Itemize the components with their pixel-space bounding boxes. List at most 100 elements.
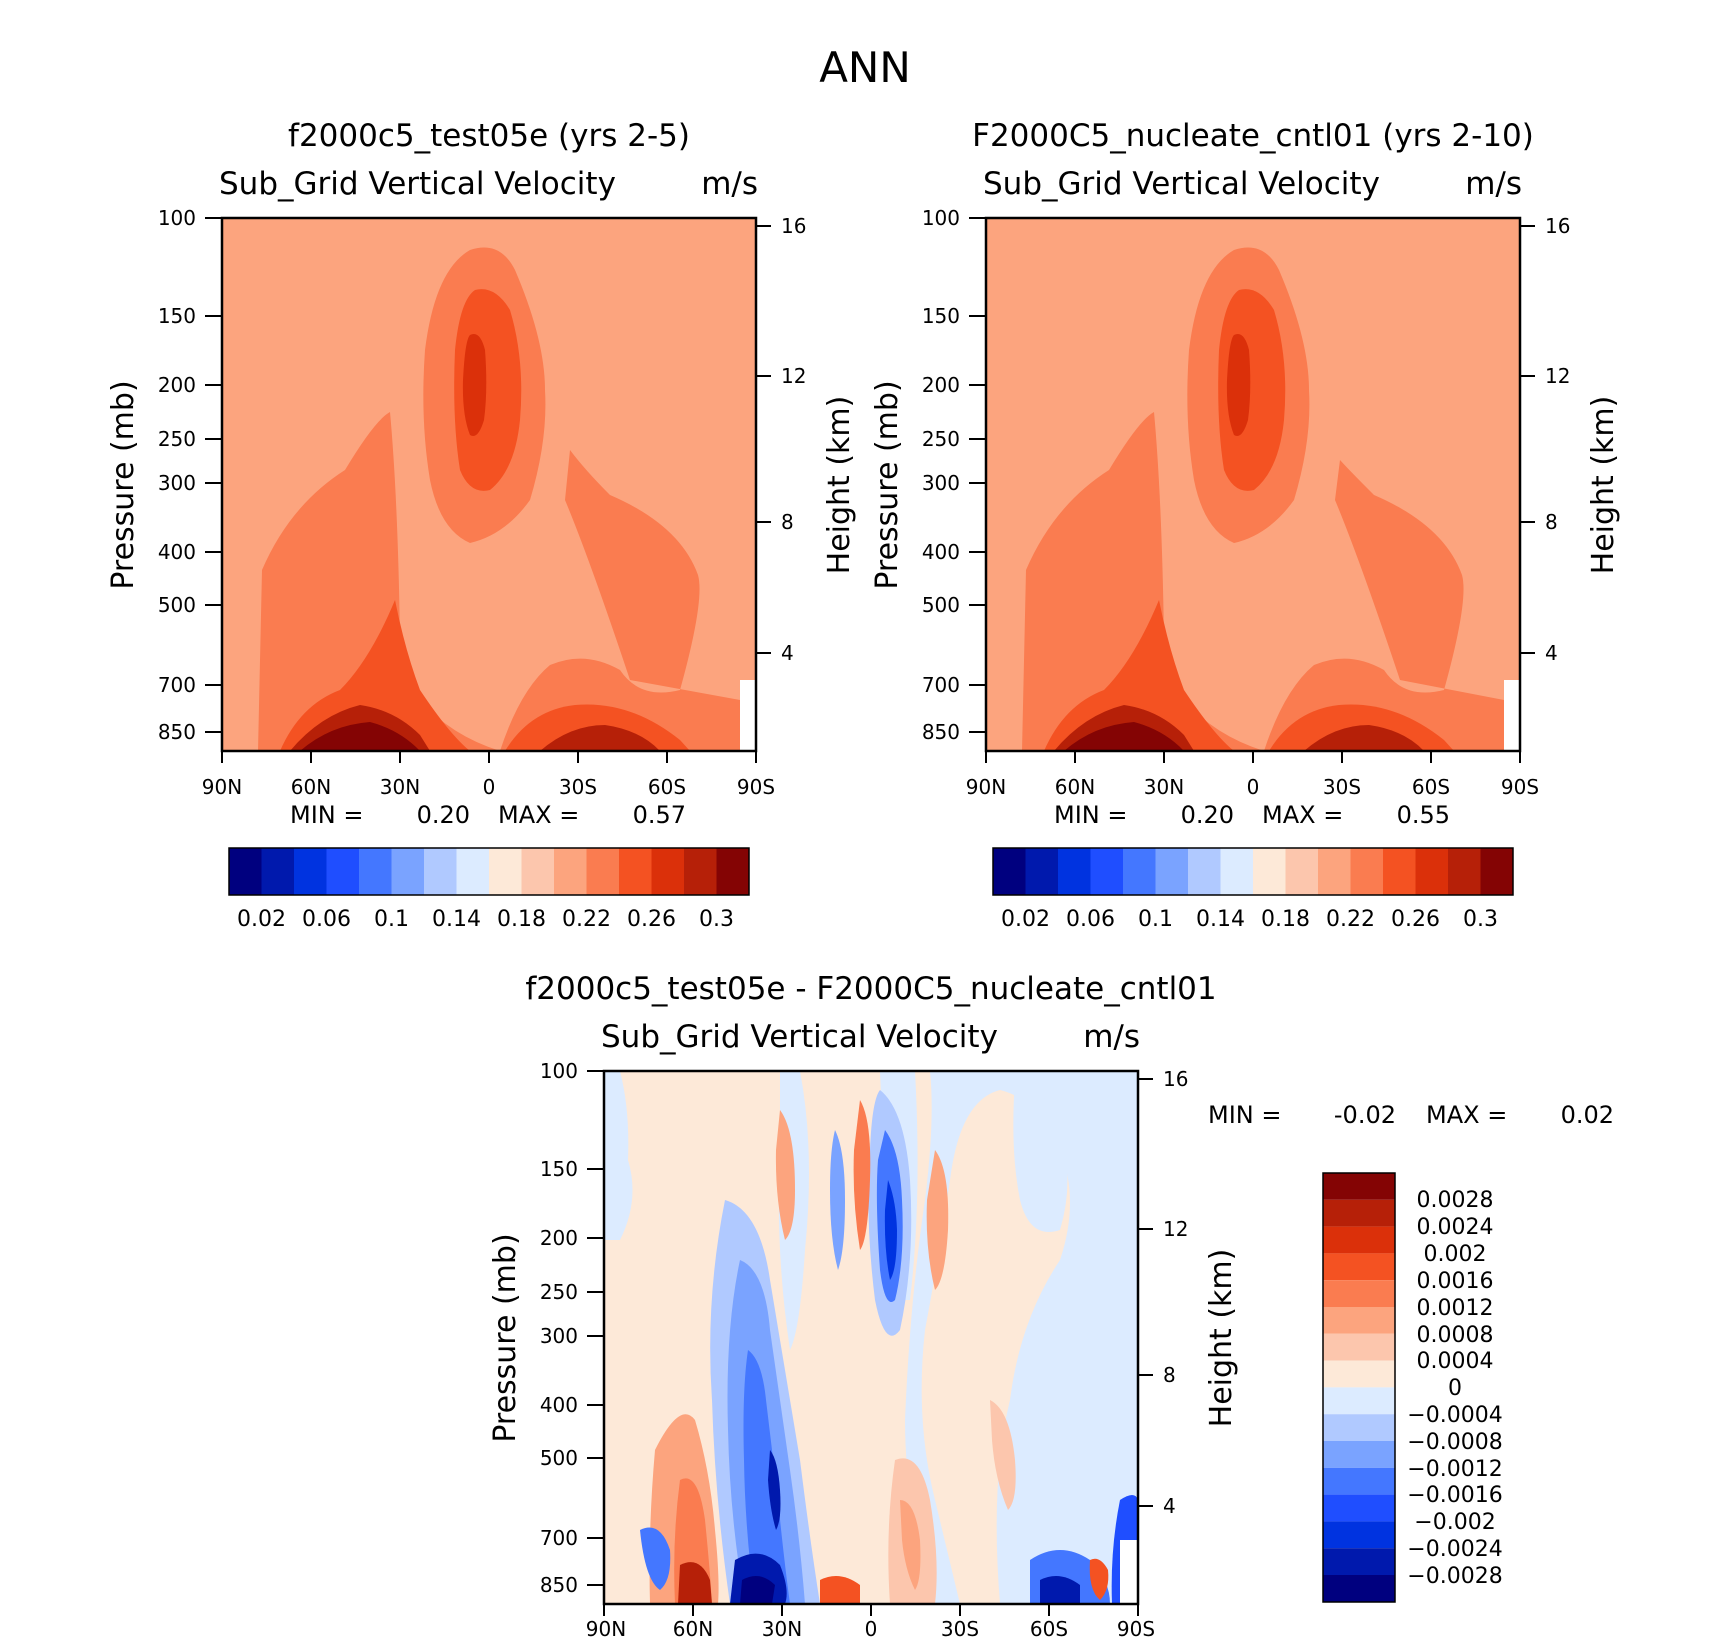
max-label: MAX =	[1426, 1101, 1507, 1129]
contour-pos-eq-surface	[820, 1576, 860, 1604]
colorbar-label: 0.1	[1138, 907, 1173, 932]
x-tick-label: 90S	[1117, 1617, 1155, 1639]
y-tick-label: 700	[922, 673, 960, 697]
contour-nh-midlat	[258, 412, 500, 751]
panel-title: f2000c5_test05e (yrs 2-5)	[288, 118, 690, 154]
colorbar-label: 0.0016	[1417, 1269, 1494, 1294]
max-value: 0.55	[1397, 801, 1450, 829]
contour-field	[222, 218, 756, 751]
colorbar-swatch	[1323, 1280, 1395, 1307]
figure-title: ANN	[819, 43, 911, 92]
contour-neg-sh-column	[1013, 1080, 1068, 1232]
x-tick-label: 0	[1247, 775, 1260, 799]
max-value: 0.02	[1561, 1101, 1614, 1129]
y-axis-title-right: Height (km)	[1204, 1249, 1239, 1428]
x-tick-label: 60S	[1030, 1617, 1068, 1639]
x-tick-label: 90N	[586, 1617, 626, 1639]
y-tick-label: 500	[158, 593, 196, 617]
y-ticks-right: 16 12 8 4	[1520, 214, 1570, 665]
panel-difference: f2000c5_test05e - F2000C5_nucleate_cntl0…	[488, 971, 1614, 1639]
x-tick-label: 90S	[1501, 775, 1539, 799]
contour-nh-surface-max	[1064, 722, 1184, 751]
contour-pos-upper-eq	[853, 1100, 871, 1250]
height-tick-label: 8	[1545, 510, 1558, 534]
x-tick-label: 30S	[559, 775, 597, 799]
colorbar-swatch	[1448, 848, 1481, 895]
variable-label: Sub_Grid Vertical Velocity	[983, 166, 1380, 202]
colorbar-label: −0.0016	[1407, 1483, 1502, 1508]
variable-label: Sub_Grid Vertical Velocity	[601, 1019, 998, 1055]
x-ticks: 90N 60N 30N 0 30S 60S 90S	[202, 751, 775, 799]
colorbar-swatch	[326, 848, 359, 895]
x-tick-label: 90N	[202, 775, 242, 799]
colorbar-label: 0.22	[562, 907, 611, 932]
contour-field	[986, 218, 1520, 751]
panel-cntl01: F2000C5_nucleate_cntl01 (yrs 2-10) Sub_G…	[870, 118, 1621, 829]
colorbar-swatch	[1323, 1226, 1395, 1254]
colorbar-swatch	[554, 848, 587, 895]
contour-neg-nh-lower-blob	[640, 1527, 671, 1590]
colorbar-swatch	[1480, 848, 1513, 895]
height-tick-label: 8	[781, 510, 794, 534]
contour-neg-upper-sh	[905, 1071, 1138, 1604]
contour-sh-surface-core	[540, 725, 660, 751]
colorbar-swatch	[1025, 848, 1058, 895]
contour-pos-sh-polar	[1089, 1558, 1109, 1600]
colorbar-swatch	[1323, 1360, 1395, 1388]
colorbar-swatch	[424, 848, 457, 895]
x-tick-label: 60N	[673, 1617, 713, 1639]
min-label: MIN =	[1208, 1101, 1281, 1129]
y-axis-title: Pressure (mb)	[870, 380, 905, 589]
colorbar-swatch	[1323, 1387, 1395, 1415]
contour-pos-upper-nh	[775, 1110, 795, 1240]
contour-pos-nh-surface-core	[678, 1562, 712, 1604]
contour-pos-sh-lower-core	[900, 1500, 921, 1590]
y-tick-label: 700	[158, 673, 196, 697]
colorbar-swatch	[456, 848, 489, 895]
contour-sh-midlat	[500, 450, 740, 751]
min-label: MIN =	[1054, 801, 1127, 829]
x-tick-label: 30N	[762, 1617, 802, 1639]
y-axis-title: Pressure (mb)	[488, 1233, 523, 1442]
colorbar-left: 0.02 0.06 0.1 0.14 0.18 0.22 0.26 0.3	[228, 847, 750, 932]
y-tick-label: 250	[922, 427, 960, 451]
colorbar-swatch	[1323, 1307, 1395, 1334]
colorbar-swatch	[1188, 848, 1221, 895]
y-tick-label: 300	[540, 1324, 578, 1348]
contour-neg-center-column	[830, 1130, 845, 1270]
colorbar-swatch	[619, 848, 652, 895]
x-tick-label: 90S	[737, 775, 775, 799]
colorbar-swatch	[1323, 1441, 1395, 1468]
x-tick-label: 30N	[380, 775, 420, 799]
colorbar-label: 0.14	[432, 907, 481, 932]
x-ticks: 90N 60N 30N 0 30S 60S 90S	[966, 751, 1539, 799]
colorbar-label: 0.002	[1424, 1242, 1487, 1267]
y-axis-title-right: Height (km)	[822, 396, 857, 575]
x-ticks: 90N 60N 30N 0 30S 60S 90S	[586, 1604, 1155, 1639]
colorbar-label: 0.22	[1326, 907, 1375, 932]
colorbar-label: 0.0008	[1417, 1323, 1494, 1348]
colorbar-frame	[228, 847, 750, 896]
colorbar-swatch	[1285, 848, 1318, 895]
max-label: MAX =	[1262, 801, 1343, 829]
units-label: m/s	[1083, 1019, 1140, 1055]
contour-neg-upper-tropics-core	[884, 1180, 897, 1280]
colorbar-swatch	[489, 848, 522, 895]
contour-upper-jet-core	[462, 334, 487, 436]
x-tick-label: 0	[483, 775, 496, 799]
colorbar-label: 0.06	[1066, 907, 1115, 932]
colorbar-frame	[1322, 1172, 1396, 1603]
contour-neg-nh-surface-core	[740, 1576, 775, 1604]
height-tick-label: 8	[1163, 1363, 1176, 1387]
colorbar-swatch	[684, 848, 717, 895]
colorbar-label: 0.0028	[1417, 1188, 1494, 1213]
min-value: 0.20	[1181, 801, 1234, 829]
contour-pos-lower-mid	[990, 1400, 1016, 1510]
y-tick-label: 200	[158, 373, 196, 397]
colorbar-label: −0.0004	[1407, 1403, 1502, 1428]
y-axis-title: Pressure (mb)	[106, 380, 141, 589]
colorbar-swatch	[359, 848, 392, 895]
colorbar-label: 0.02	[237, 907, 286, 932]
colorbar-swatch	[1058, 848, 1091, 895]
y-tick-label: 200	[922, 373, 960, 397]
